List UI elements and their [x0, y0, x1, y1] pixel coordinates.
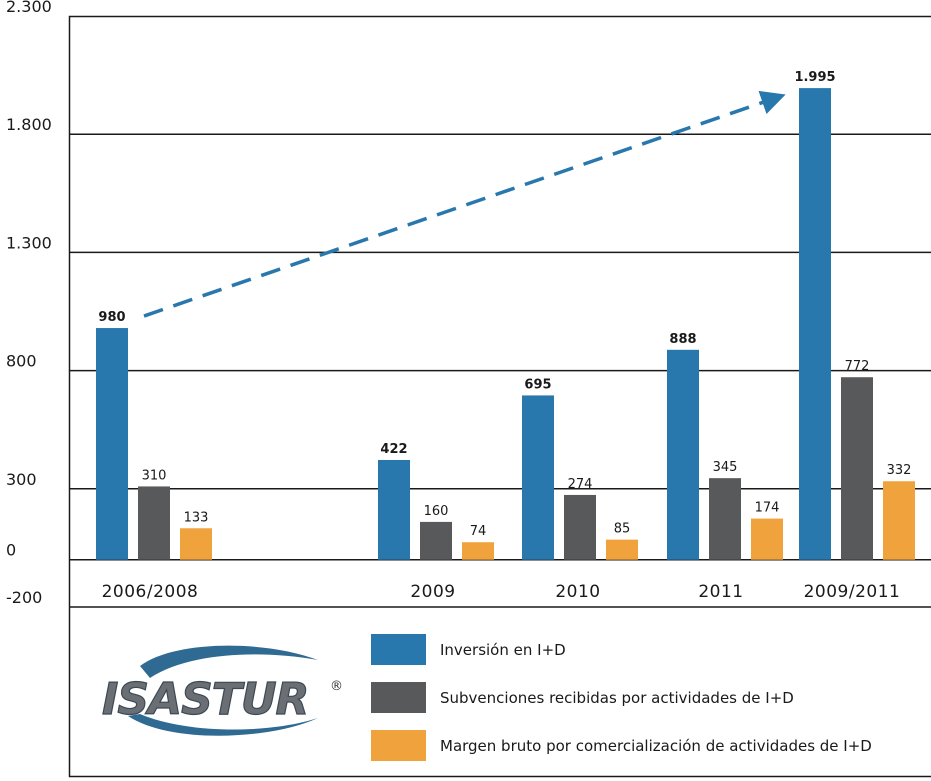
- bar: [667, 349, 699, 560]
- bar: [751, 518, 783, 560]
- bars: [96, 88, 915, 560]
- data-label: 980: [98, 310, 125, 325]
- y-tick-label: 1.300: [6, 233, 52, 252]
- y-tick-label: 300: [6, 470, 37, 489]
- bar: [378, 459, 410, 560]
- y-tick-label: -200: [6, 588, 42, 607]
- y-tick-label: 1.800: [6, 115, 52, 134]
- data-label: 85: [614, 522, 631, 537]
- bar: [841, 377, 873, 560]
- bar: [883, 481, 915, 560]
- category-label: 2006/2008: [102, 582, 199, 602]
- bar: [522, 395, 554, 560]
- data-label: 274: [568, 477, 593, 492]
- bar: [564, 494, 596, 560]
- y-tick-label: 800: [6, 352, 37, 371]
- logo-swoosh: [140, 645, 318, 678]
- bar: [709, 478, 741, 560]
- y-tick-label: 0: [6, 541, 16, 560]
- data-label: 345: [713, 460, 738, 475]
- category-label: 2009: [410, 582, 455, 602]
- legend-swatch: [371, 634, 426, 665]
- data-label: 160: [424, 504, 449, 519]
- data-label: 422: [380, 442, 407, 457]
- gridlines: [70, 133, 931, 608]
- legend-swatch: [371, 730, 426, 761]
- data-label: 74: [470, 524, 487, 539]
- legend-label: Margen bruto por comercialización de act…: [440, 737, 872, 755]
- data-label: 695: [524, 377, 551, 392]
- bar: [96, 328, 128, 560]
- bar: [420, 521, 452, 560]
- data-label: 1.995: [794, 70, 835, 85]
- data-label: 332: [887, 463, 912, 478]
- bar: [138, 486, 170, 560]
- logo-wordmark: ISASTUR: [102, 674, 308, 725]
- category-label: 2009/2011: [804, 582, 901, 602]
- data-label: 174: [755, 501, 780, 516]
- bar: [180, 528, 212, 560]
- category-labels: 2006/2008 2009 2010 2011 2009/2011: [102, 582, 901, 602]
- y-axis-ticks: -200 0 300 800 1.300 1.800 2.300: [6, 0, 52, 607]
- category-label: 2010: [555, 582, 600, 602]
- logo-swoosh-lower: [128, 714, 318, 736]
- bar: [606, 539, 638, 560]
- legend-label: Subvenciones recibidas por actividades d…: [440, 689, 794, 707]
- isastur-logo: ISASTUR ®: [101, 645, 343, 736]
- trend-arrow: [143, 90, 786, 318]
- plot-frame: [68, 15, 931, 778]
- bar: [799, 88, 831, 560]
- data-label: 888: [669, 332, 696, 347]
- data-label: 133: [184, 510, 209, 525]
- data-label: 772: [845, 359, 870, 374]
- data-labels: 980 422 695 888 1.995 310 160 274 345 772 133 74 85 1…: [98, 70, 911, 539]
- category-label: 2011: [698, 582, 743, 602]
- logo-registered-mark: ®: [330, 679, 343, 694]
- legend-label: Inversión en I+D: [440, 641, 566, 659]
- y-tick-label: 2.300: [6, 0, 52, 16]
- legend: Inversión en I+D Subvenciones recibidas p…: [371, 634, 872, 761]
- legend-swatch: [371, 682, 426, 713]
- bar: [462, 542, 494, 560]
- data-label: 310: [142, 468, 167, 483]
